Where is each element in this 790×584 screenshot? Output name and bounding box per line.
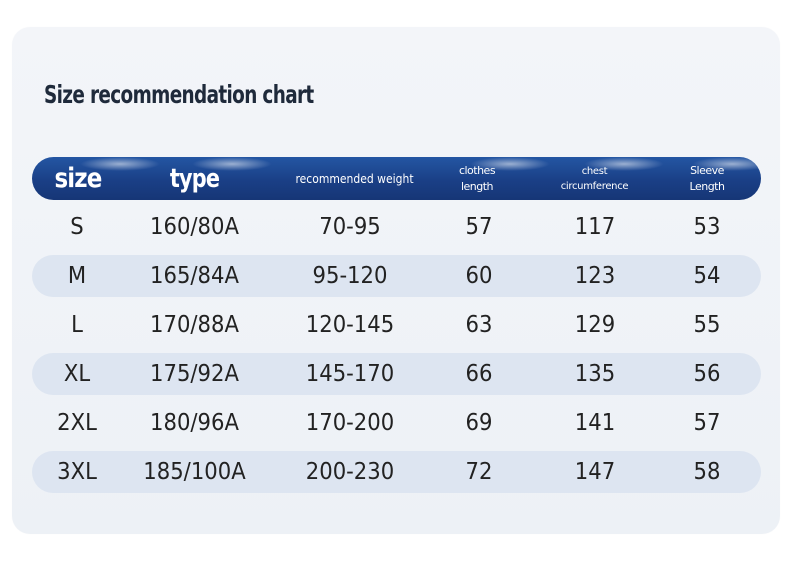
cell-clothes-length: 69 (465, 410, 493, 436)
header-size: size (54, 163, 102, 194)
cell-size: S (70, 214, 84, 240)
cell-type: 185/100A (143, 459, 246, 485)
header-chest-line2: circumference (560, 180, 629, 192)
table-row: 3XL 185/100A 200-230 72 147 58 (32, 451, 761, 493)
cell-size: 3XL (57, 459, 97, 485)
cell-clothes-length: 72 (465, 459, 493, 485)
cell-chest-circumference: 129 (574, 312, 616, 338)
cell-chest-circumference: 123 (574, 263, 616, 289)
cell-sleeve-length: 55 (693, 312, 721, 338)
cell-size: 2XL (57, 410, 97, 436)
cell-chest-circumference: 141 (574, 410, 616, 436)
cell-type: 170/88A (150, 312, 239, 338)
table-row: S 160/80A 70-95 57 117 53 (32, 206, 761, 248)
header-type: type (169, 163, 220, 194)
cell-sleeve-length: 57 (693, 410, 721, 436)
table-row: L 170/88A 120-145 63 129 55 (32, 304, 761, 346)
cell-type: 165/84A (150, 263, 239, 289)
cell-type: 180/96A (150, 410, 239, 436)
cell-clothes-length: 66 (465, 361, 493, 387)
header-glow (470, 157, 550, 171)
cell-sleeve-length: 53 (693, 214, 721, 240)
header-glow (80, 157, 160, 171)
header-recommended-weight: recommended weight (295, 171, 414, 186)
table-row: M 165/84A 95-120 60 123 54 (32, 255, 761, 297)
cell-clothes-length: 63 (465, 312, 493, 338)
cell-clothes-length: 60 (465, 263, 493, 289)
table-header: size type recommended weight clothes len… (32, 157, 761, 200)
cell-size: XL (63, 361, 91, 387)
cell-sleeve-length: 54 (693, 263, 721, 289)
cell-recommended-weight: 145-170 (305, 361, 395, 387)
cell-sleeve-length: 58 (693, 459, 721, 485)
cell-type: 160/80A (150, 214, 239, 240)
header-sleeve-length: Sleeve Length (672, 157, 742, 200)
cell-chest-circumference: 117 (574, 214, 616, 240)
header-clothes-line2: length (460, 179, 494, 193)
header-sleeve-line2: Length (689, 179, 725, 193)
cell-chest-circumference: 135 (574, 361, 616, 387)
header-clothes-length: clothes length (442, 157, 512, 200)
header-glow (692, 157, 761, 171)
header-chest-circumference: chest circumference (547, 157, 642, 200)
table-row: 2XL 180/96A 170-200 69 141 57 (32, 402, 761, 444)
cell-recommended-weight: 70-95 (319, 214, 381, 240)
page-title: Size recommendation chart (44, 80, 314, 109)
header-glow (192, 157, 272, 171)
cell-recommended-weight: 200-230 (305, 459, 395, 485)
header-chest-line1: chest (581, 165, 608, 177)
cell-type: 175/92A (150, 361, 239, 387)
cell-size: L (71, 312, 83, 338)
cell-recommended-weight: 120-145 (305, 312, 395, 338)
cell-clothes-length: 57 (465, 214, 493, 240)
cell-size: M (67, 263, 87, 289)
header-sleeve-line1: Sleeve (690, 163, 724, 177)
cell-chest-circumference: 147 (574, 459, 616, 485)
header-clothes-line1: clothes (458, 163, 496, 177)
table-row: XL 175/92A 145-170 66 135 56 (32, 353, 761, 395)
cell-sleeve-length: 56 (693, 361, 721, 387)
cell-recommended-weight: 170-200 (305, 410, 395, 436)
cell-recommended-weight: 95-120 (312, 263, 388, 289)
header-glow (584, 157, 664, 171)
